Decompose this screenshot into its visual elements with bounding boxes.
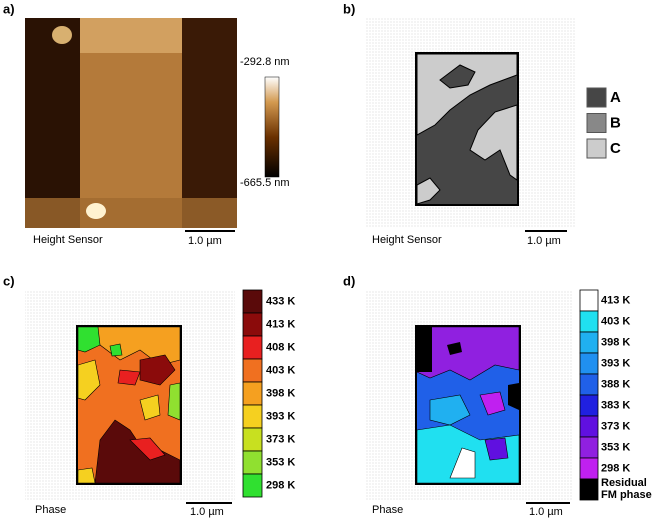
region [479,391,506,416]
legend-label: A [610,89,621,106]
panel-d: d) Phase 1.0 µm 413 K 403 K 398 K 393 K 388 … [343,273,652,517]
scale-label: 1.0 µm [529,506,563,518]
region-c [469,104,518,181]
legend: ABC [586,87,621,159]
region-c [416,177,441,205]
legend-swatch [242,473,263,498]
colorbar [264,76,280,178]
region [484,437,509,461]
region-a [439,64,476,89]
region [417,327,432,372]
legend-swatch [586,113,607,133]
legend-label: Residual [601,477,647,489]
panel-label: c) [3,273,15,288]
caption: Height Sensor [372,234,442,246]
caption: Phase [35,504,66,516]
scale-label: 1.0 µm [188,235,222,247]
legend-swatch [242,427,263,452]
region [129,437,166,461]
scale-label: 1.0 µm [190,506,224,518]
legend-label: 353 K [266,456,295,468]
legend-label: 373 K [266,433,295,445]
region [77,359,101,401]
caption: Phase [372,504,403,516]
legend-label: FM phase [601,489,652,501]
region [77,467,96,484]
legend-label: 403 K [601,315,630,327]
legend-swatch [579,331,599,354]
legend-label: 298 K [266,479,295,491]
legend-swatch [586,87,607,108]
afm-region [182,18,237,228]
region [429,394,471,426]
panel-b: b) Height Sensor 1.0 µm ABC [343,1,621,246]
colorbar-min: -665.5 nm [240,177,290,189]
legend-swatch [242,404,263,429]
legend-swatch [242,381,263,406]
scale-label: 1.0 µm [527,235,561,247]
legend-label: 398 K [266,387,295,399]
legend-label: 383 K [601,399,630,411]
legend-swatch [579,415,599,438]
legend-swatch [242,450,263,475]
legend-label: 388 K [601,378,630,390]
legend-label: 373 K [601,420,630,432]
region [117,369,141,386]
region-c [416,53,518,136]
legend-swatch [579,289,599,312]
legend: 413 K 403 K 398 K 393 K 388 K 383 K 373 K 353 K… [579,289,652,501]
legend: 433 K 413 K 408 K 403 K 398 K 393 K 373 K 353 K… [242,289,295,498]
region [416,326,520,381]
region [77,326,101,353]
afm-particle [52,26,72,44]
legend-label: 413 K [266,318,295,330]
legend-label: 353 K [601,441,630,453]
legend-label: C [610,140,621,157]
legend-swatch [242,358,263,383]
legend-label: 413 K [601,294,630,306]
caption: Height Sensor [33,234,103,246]
region [447,342,462,355]
legend-label: 403 K [266,364,295,376]
legend-swatch [242,289,263,314]
region [167,382,181,421]
panel-a: a) -292.8 nm -665.5 nm Height Sensor 1.0… [3,1,290,246]
legend-swatch [242,335,263,360]
legend-swatch [586,138,607,159]
legend-swatch [579,436,599,459]
afm-region [80,18,182,53]
legend-label: 393 K [266,410,295,422]
region [139,354,176,386]
legend-label: 408 K [266,341,295,353]
panel-label: d) [343,273,355,288]
legend-label: 433 K [266,295,295,307]
panel-c: c) Phase 1.0 µm 433 K 413 K 408 K 403 K 398 … [3,273,295,517]
legend-swatch [242,312,263,337]
panel-label: a) [3,1,15,16]
afm-region [25,198,237,228]
region [449,447,476,479]
afm-particle [86,203,106,219]
legend-swatch [579,457,599,480]
region [508,383,519,410]
region [109,343,123,357]
legend-label: 393 K [601,357,630,369]
legend-swatch [579,394,599,417]
legend-swatch [579,373,599,396]
region [139,394,161,421]
legend-label: 398 K [601,336,630,348]
legend-swatch [579,352,599,375]
legend-label: B [610,114,621,131]
afm-region [25,18,80,228]
legend-label: 298 K [601,462,630,474]
legend-swatch [579,310,599,333]
panel-label: b) [343,1,355,16]
legend-swatch [579,478,599,501]
colorbar-max: -292.8 nm [240,56,290,68]
